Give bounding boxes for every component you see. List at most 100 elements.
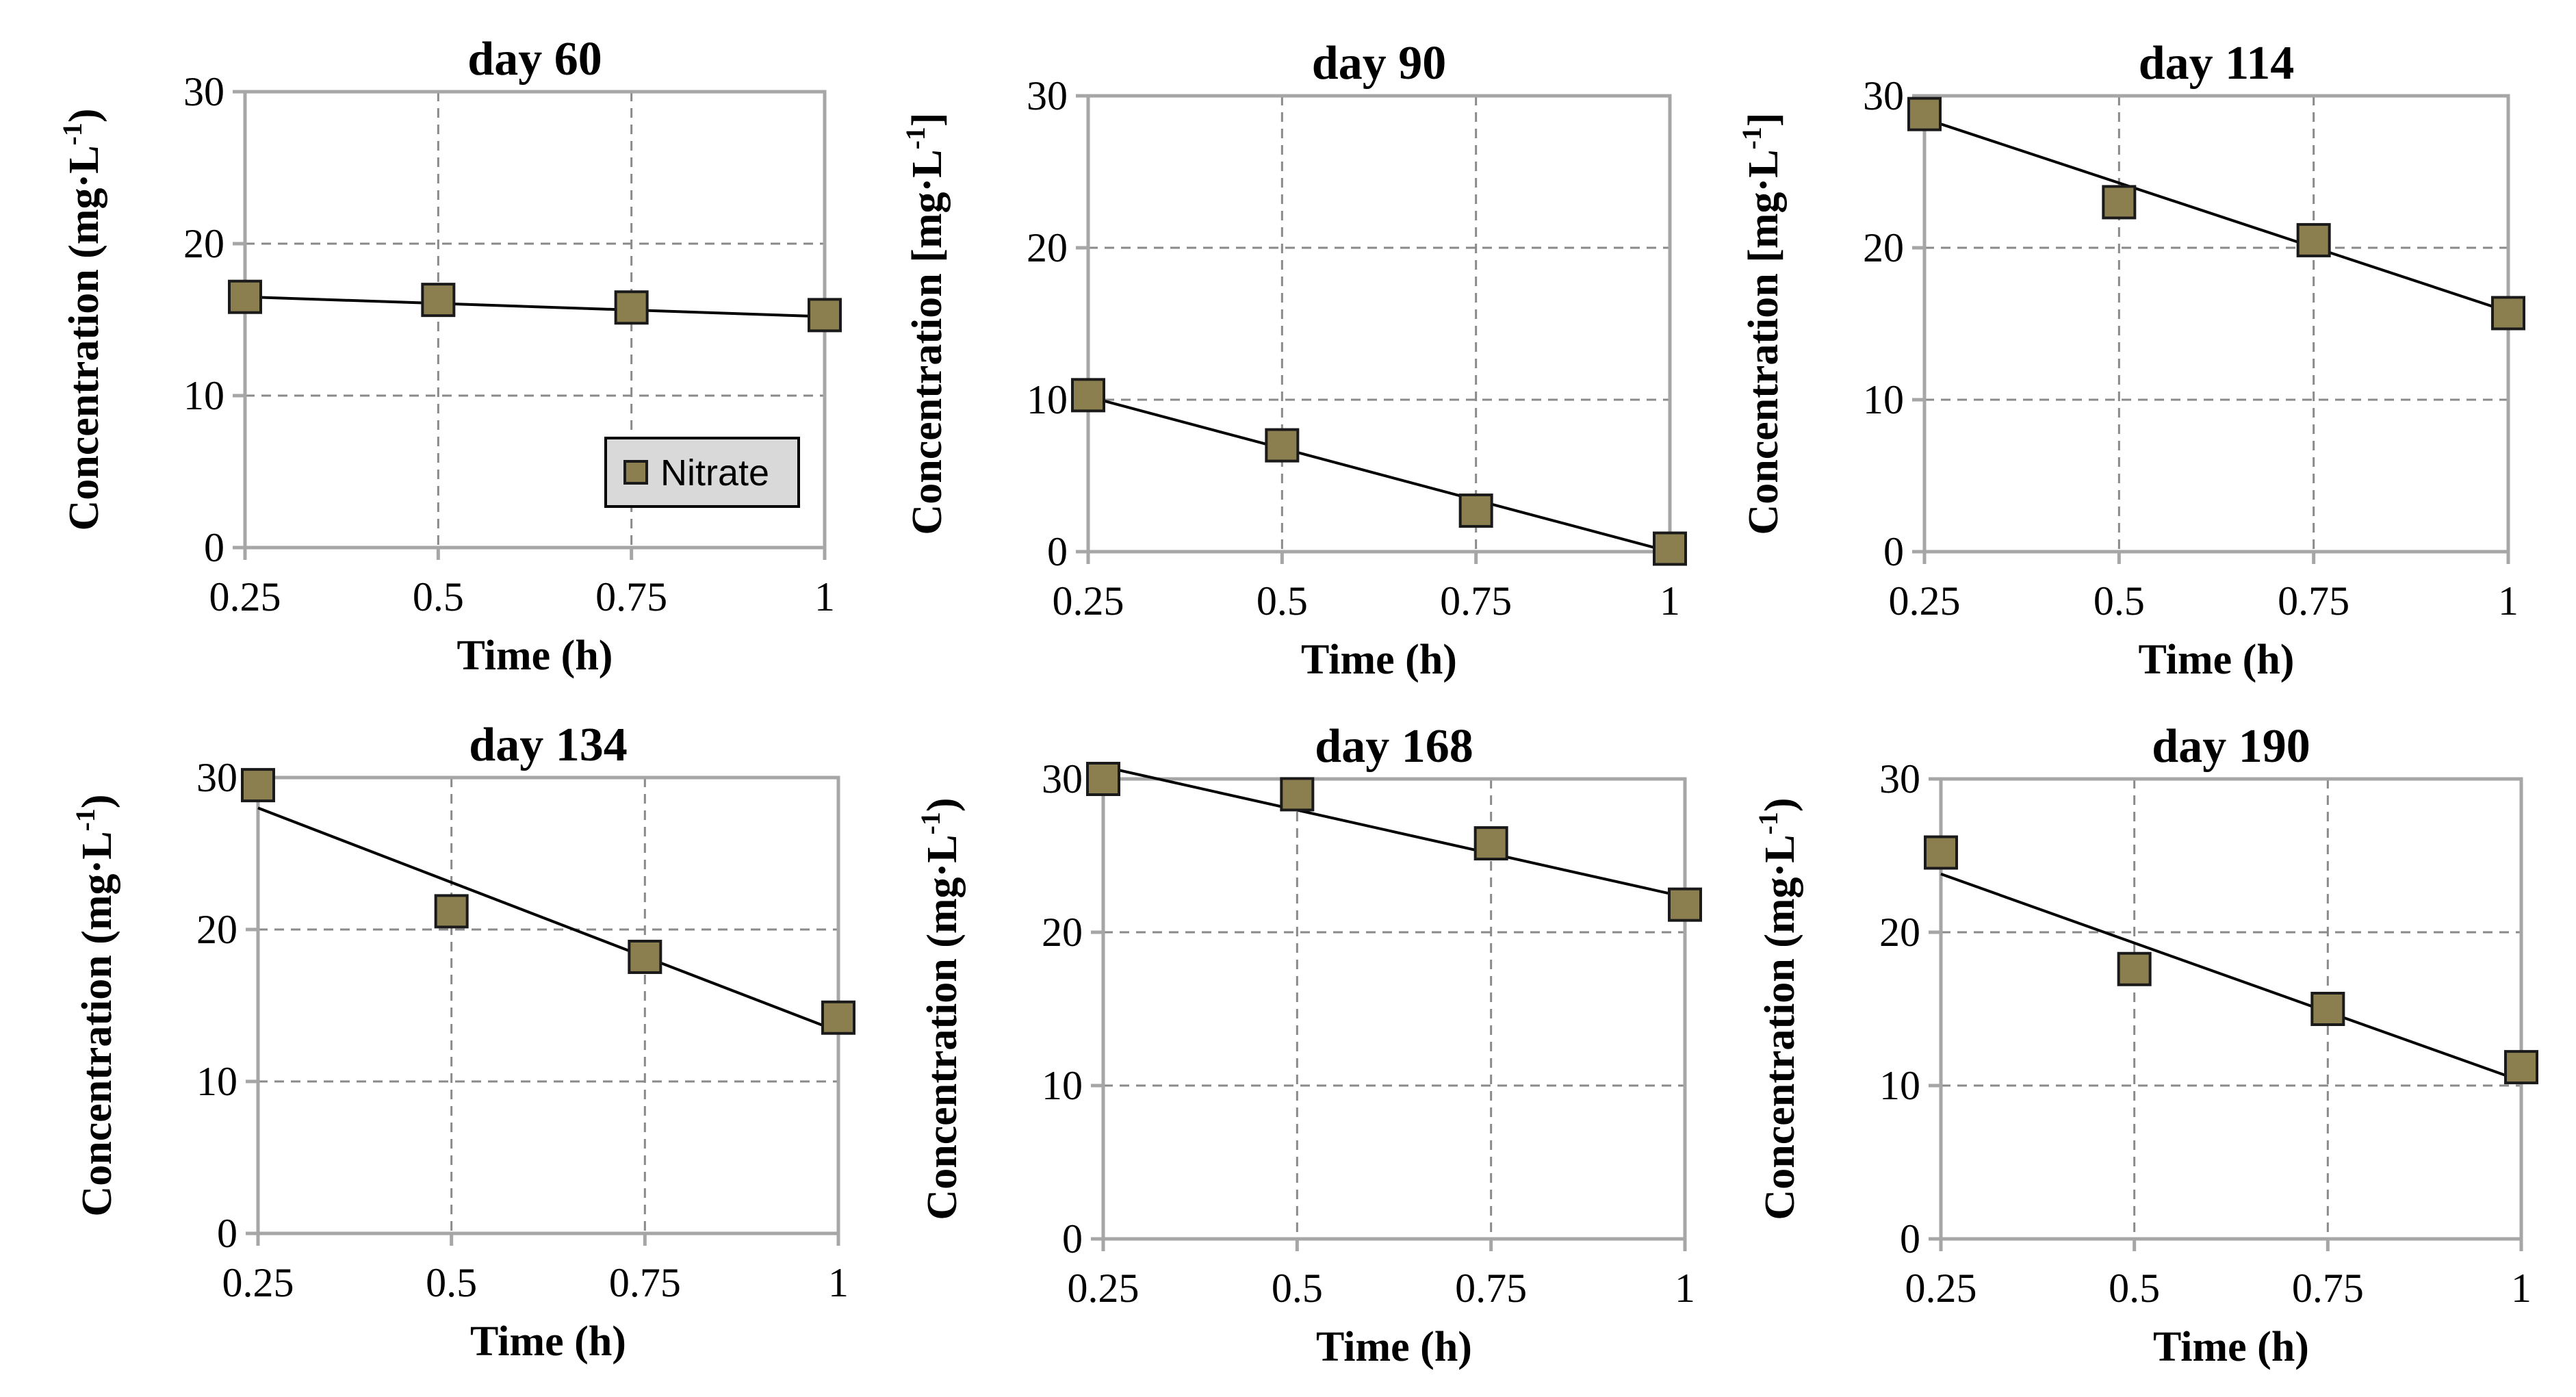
- data-point-marker: [1653, 531, 1687, 566]
- y-axis-label: Concentration (mg·L-1): [915, 797, 966, 1220]
- y-axis-label-main: Concentration [mg·L: [904, 149, 951, 535]
- y-axis-label-main: Concentration (mg·L: [74, 831, 120, 1216]
- x-tick-label: 0.5: [2094, 578, 2145, 624]
- x-axis-label: Time (h): [457, 632, 613, 679]
- y-axis-label-close: ]: [1740, 112, 1787, 127]
- y-tick-label: 10: [1042, 1063, 1083, 1108]
- legend-marker: [623, 460, 648, 485]
- plot-frame: [1086, 94, 1672, 554]
- chart-panel-5: 0 10 20 30 0.25 0.5 0.75 1 day 168 Time (h) Concen…: [915, 720, 1702, 1370]
- data-point-marker: [808, 298, 842, 333]
- chart-title: day 90: [1312, 37, 1446, 90]
- y-tick-label: 20: [1027, 225, 1068, 270]
- y-axis-label: Concentration (mg·L-1): [70, 794, 120, 1216]
- y-tick-label: 30: [1879, 756, 1920, 802]
- y-tick-label: 20: [1042, 910, 1083, 955]
- chart-panel-4: 0 10 20 30 0.25 0.5 0.75 1 day 134 Time (h) Concen…: [70, 719, 855, 1365]
- y-axis-label-superscript: -1: [900, 127, 931, 149]
- chart-panel-3: 0 10 20 30 0.25 0.5 0.75 1 day 114 Time (h) Concen…: [1736, 37, 2525, 683]
- plot-frame: [1101, 777, 1687, 1241]
- y-axis-label: Concentration (mg·L-1): [1753, 797, 1803, 1220]
- x-tick-label: 0.5: [2109, 1266, 2160, 1311]
- y-tick-label: 20: [196, 907, 237, 952]
- y-axis-label-close: ]: [904, 112, 951, 127]
- y-axis-label-main: Concentration [mg·L: [1740, 149, 1787, 535]
- x-tick-label: 0.75: [609, 1260, 681, 1305]
- x-tick-label: 0.25: [1905, 1266, 1977, 1311]
- x-tick-label: 1: [1675, 1266, 1695, 1311]
- data-point-marker: [1458, 494, 1493, 528]
- plot-frame: [1922, 94, 2510, 554]
- x-axis-label: Time (h): [1316, 1324, 1472, 1370]
- x-tick-label: 1: [2511, 1266, 2532, 1311]
- plot-frame: [256, 776, 840, 1235]
- x-axis-label: Time (h): [2153, 1324, 2309, 1370]
- trendline: [1103, 765, 1686, 899]
- x-tick-label: 0.25: [209, 574, 281, 619]
- x-tick-label: 0.75: [1440, 578, 1512, 624]
- y-axis-label-close: ): [74, 794, 120, 808]
- y-axis-label: Concentration [mg·L-1]: [900, 112, 951, 535]
- x-tick-label: 0.25: [222, 1260, 294, 1305]
- data-point-marker: [1668, 887, 1702, 922]
- data-point-marker: [228, 279, 262, 314]
- x-tick-label: 0.75: [2278, 578, 2349, 624]
- y-axis-label-main: Concentration (mg·L: [61, 145, 107, 530]
- y-tick-label: 30: [1863, 73, 1904, 118]
- y-tick-label: 0: [217, 1211, 237, 1256]
- y-axis-label-main: Concentration (mg·L: [919, 834, 966, 1220]
- x-tick-label: 0.5: [426, 1260, 477, 1305]
- x-tick-label: 0.75: [595, 574, 667, 619]
- y-axis-label-superscript: -1: [915, 812, 946, 834]
- y-tick-label: 30: [196, 755, 237, 800]
- x-tick-label: 0.5: [413, 574, 464, 619]
- y-tick-label: 30: [1027, 73, 1068, 118]
- trendline: [1087, 395, 1671, 553]
- y-tick-label: 0: [1900, 1216, 1920, 1261]
- data-point-marker: [614, 290, 649, 325]
- y-tick-label: 10: [1879, 1063, 1920, 1108]
- trendline: [1924, 117, 2509, 313]
- x-tick-label: 1: [1660, 578, 1680, 624]
- y-tick-label: 10: [1027, 377, 1068, 422]
- y-tick-label: 30: [1042, 756, 1083, 802]
- data-point-marker: [2296, 222, 2331, 257]
- y-axis-label-main: Concentration (mg·L: [1757, 834, 1803, 1220]
- y-axis-label-close: ): [61, 108, 107, 123]
- x-tick-label: 1: [828, 1260, 849, 1305]
- data-point-marker: [241, 768, 275, 803]
- data-point-marker: [434, 894, 469, 929]
- data-point-marker: [2102, 185, 2137, 220]
- trendline: [1940, 872, 2522, 1083]
- y-tick-label: 0: [1062, 1216, 1083, 1261]
- data-point-marker: [1071, 378, 1105, 413]
- x-axis-label: Time (h): [2139, 637, 2295, 683]
- y-axis-label-superscript: -1: [1753, 812, 1783, 834]
- chart-title: day 114: [2139, 37, 2295, 90]
- y-axis-label-superscript: -1: [1736, 127, 1767, 149]
- plot-frame: [1939, 777, 2523, 1241]
- data-point-marker: [1265, 428, 1300, 463]
- x-tick-label: 0.5: [1257, 578, 1308, 624]
- data-point-marker: [1280, 777, 1315, 812]
- y-axis-label: Concentration (mg·L-1): [57, 108, 107, 530]
- data-point-marker: [2310, 992, 2345, 1026]
- y-tick-label: 20: [1863, 225, 1904, 270]
- data-point-marker: [2504, 1050, 2538, 1085]
- x-tick-label: 0.75: [1455, 1266, 1527, 1311]
- x-tick-label: 0.5: [1272, 1266, 1323, 1311]
- x-tick-label: 0.25: [1068, 1266, 1139, 1311]
- y-tick-label: 0: [1883, 529, 1904, 574]
- x-axis-label: Time (h): [470, 1318, 626, 1365]
- y-axis-label-superscript: -1: [70, 808, 101, 831]
- legend-label: Nitrate: [660, 452, 769, 494]
- data-point-marker: [821, 1000, 855, 1035]
- data-point-marker: [2117, 951, 2152, 986]
- y-axis-label-close: ): [1757, 797, 1803, 812]
- x-tick-label: 0.25: [1889, 578, 1961, 624]
- x-tick-label: 0.75: [2292, 1266, 2364, 1311]
- y-tick-label: 10: [1863, 377, 1904, 422]
- y-tick-label: 0: [1047, 529, 1068, 574]
- data-point-marker: [1924, 835, 1958, 870]
